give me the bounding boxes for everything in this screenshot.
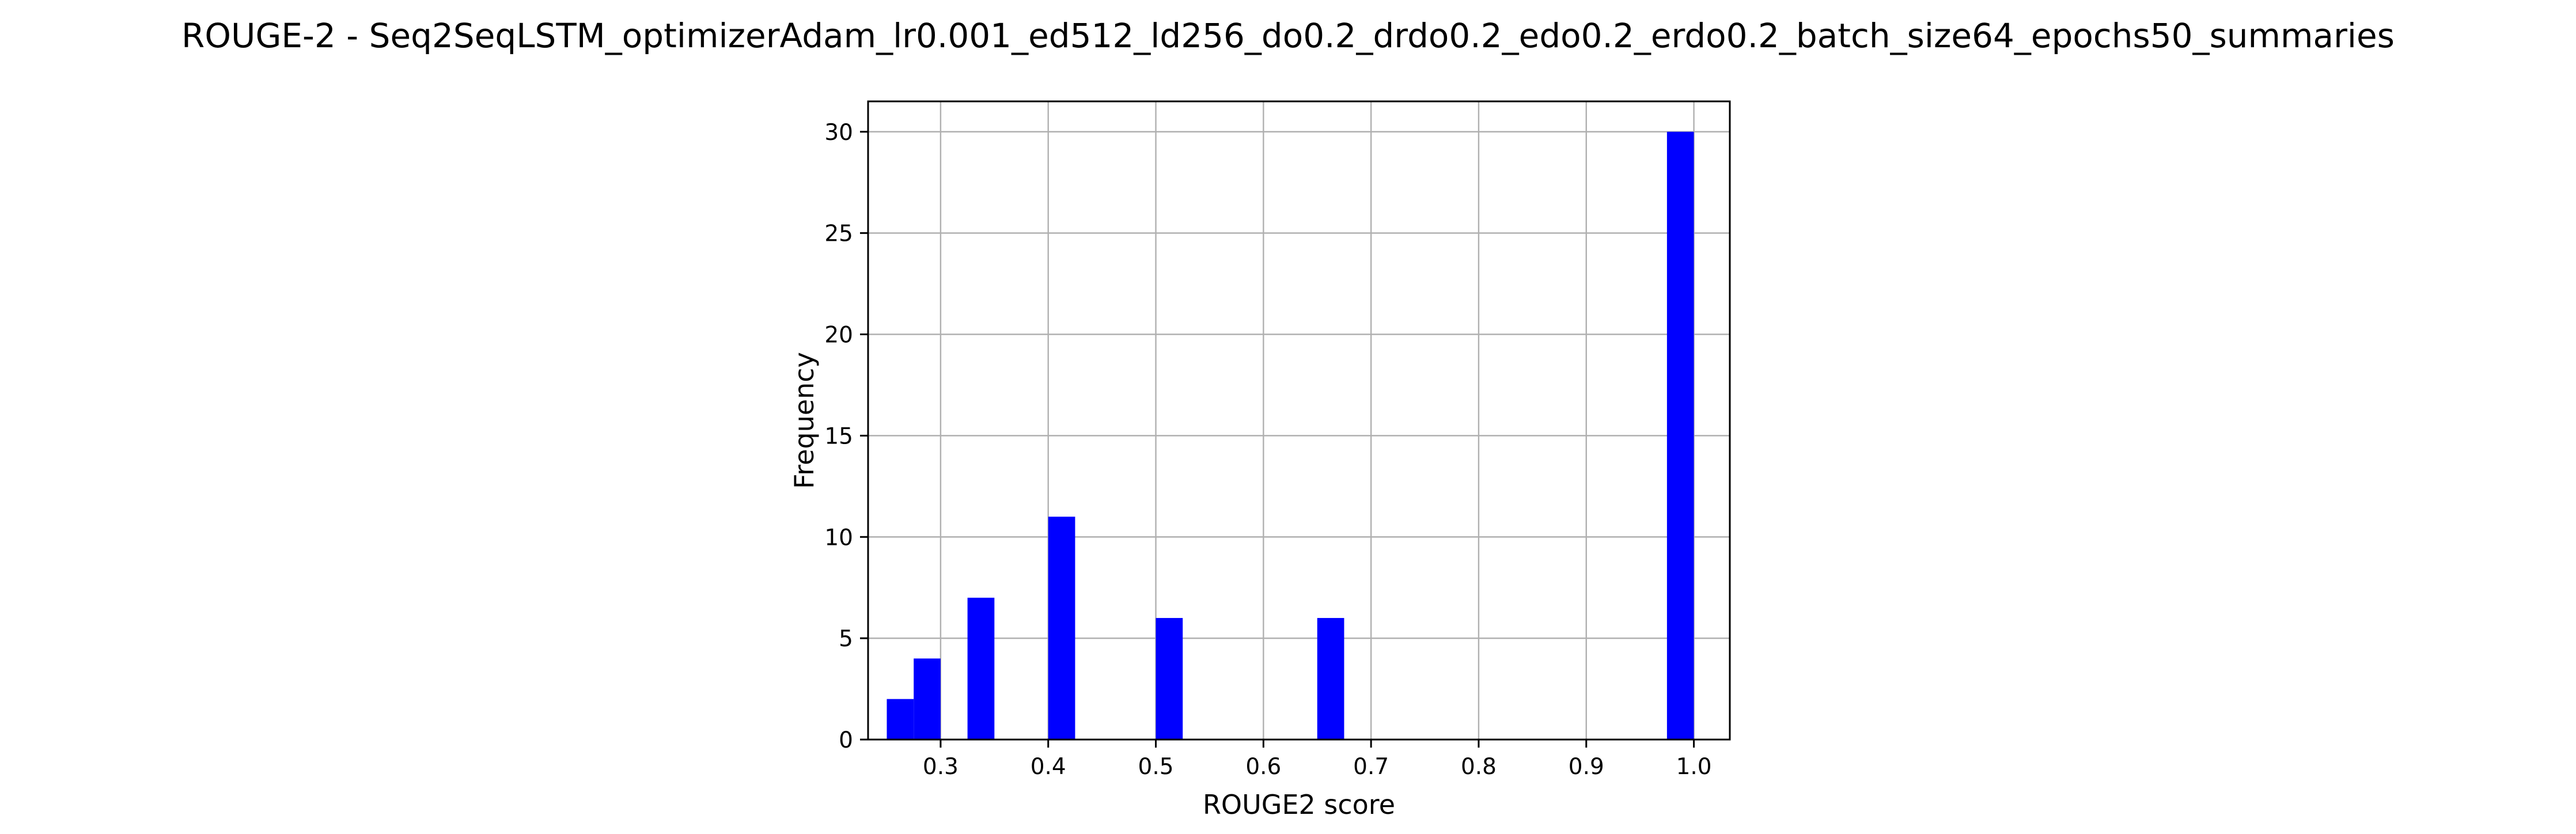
- chart-title: ROUGE-2 - Seq2SeqLSTM_optimizerAdam_lr0.…: [181, 16, 2395, 55]
- histogram-bar: [1666, 131, 1694, 740]
- x-axis-ticks: 0.3 0.4 0.5 0.6 0.7 0.8 0.9 1.0: [923, 740, 1712, 780]
- x-tick-label: 0.9: [1569, 754, 1604, 780]
- histogram-bar: [967, 597, 995, 740]
- x-tick-label: 0.3: [923, 754, 959, 780]
- x-tick-label: 0.6: [1245, 754, 1281, 780]
- y-tick-label: 0: [839, 727, 853, 753]
- histogram-bar: [1317, 617, 1344, 740]
- plot-frame: [867, 100, 1731, 741]
- histogram-bar: [887, 699, 914, 740]
- histogram-bar: [914, 658, 941, 740]
- y-axis-label: Frequency: [789, 352, 820, 489]
- x-tick-label: 1.0: [1676, 754, 1712, 780]
- y-axis-ticks: 0 5 10 15 20 25 30: [824, 120, 868, 753]
- x-tick-label: 0.4: [1031, 754, 1066, 780]
- grid-lines: [868, 101, 1730, 741]
- y-tick-label: 15: [824, 423, 853, 449]
- y-tick-label: 30: [824, 120, 853, 146]
- histogram-bars: [887, 131, 1694, 740]
- y-tick-label: 5: [839, 626, 853, 652]
- x-tick-label: 0.7: [1353, 754, 1389, 780]
- x-axis-label: ROUGE2 score: [1203, 789, 1395, 820]
- y-tick-label: 10: [824, 525, 853, 551]
- y-tick-label: 25: [824, 221, 853, 247]
- histogram-bar: [1156, 617, 1183, 740]
- histogram-bar: [1048, 517, 1075, 740]
- y-tick-label: 20: [824, 323, 853, 348]
- x-tick-label: 0.5: [1138, 754, 1174, 780]
- x-tick-label: 0.8: [1461, 754, 1497, 780]
